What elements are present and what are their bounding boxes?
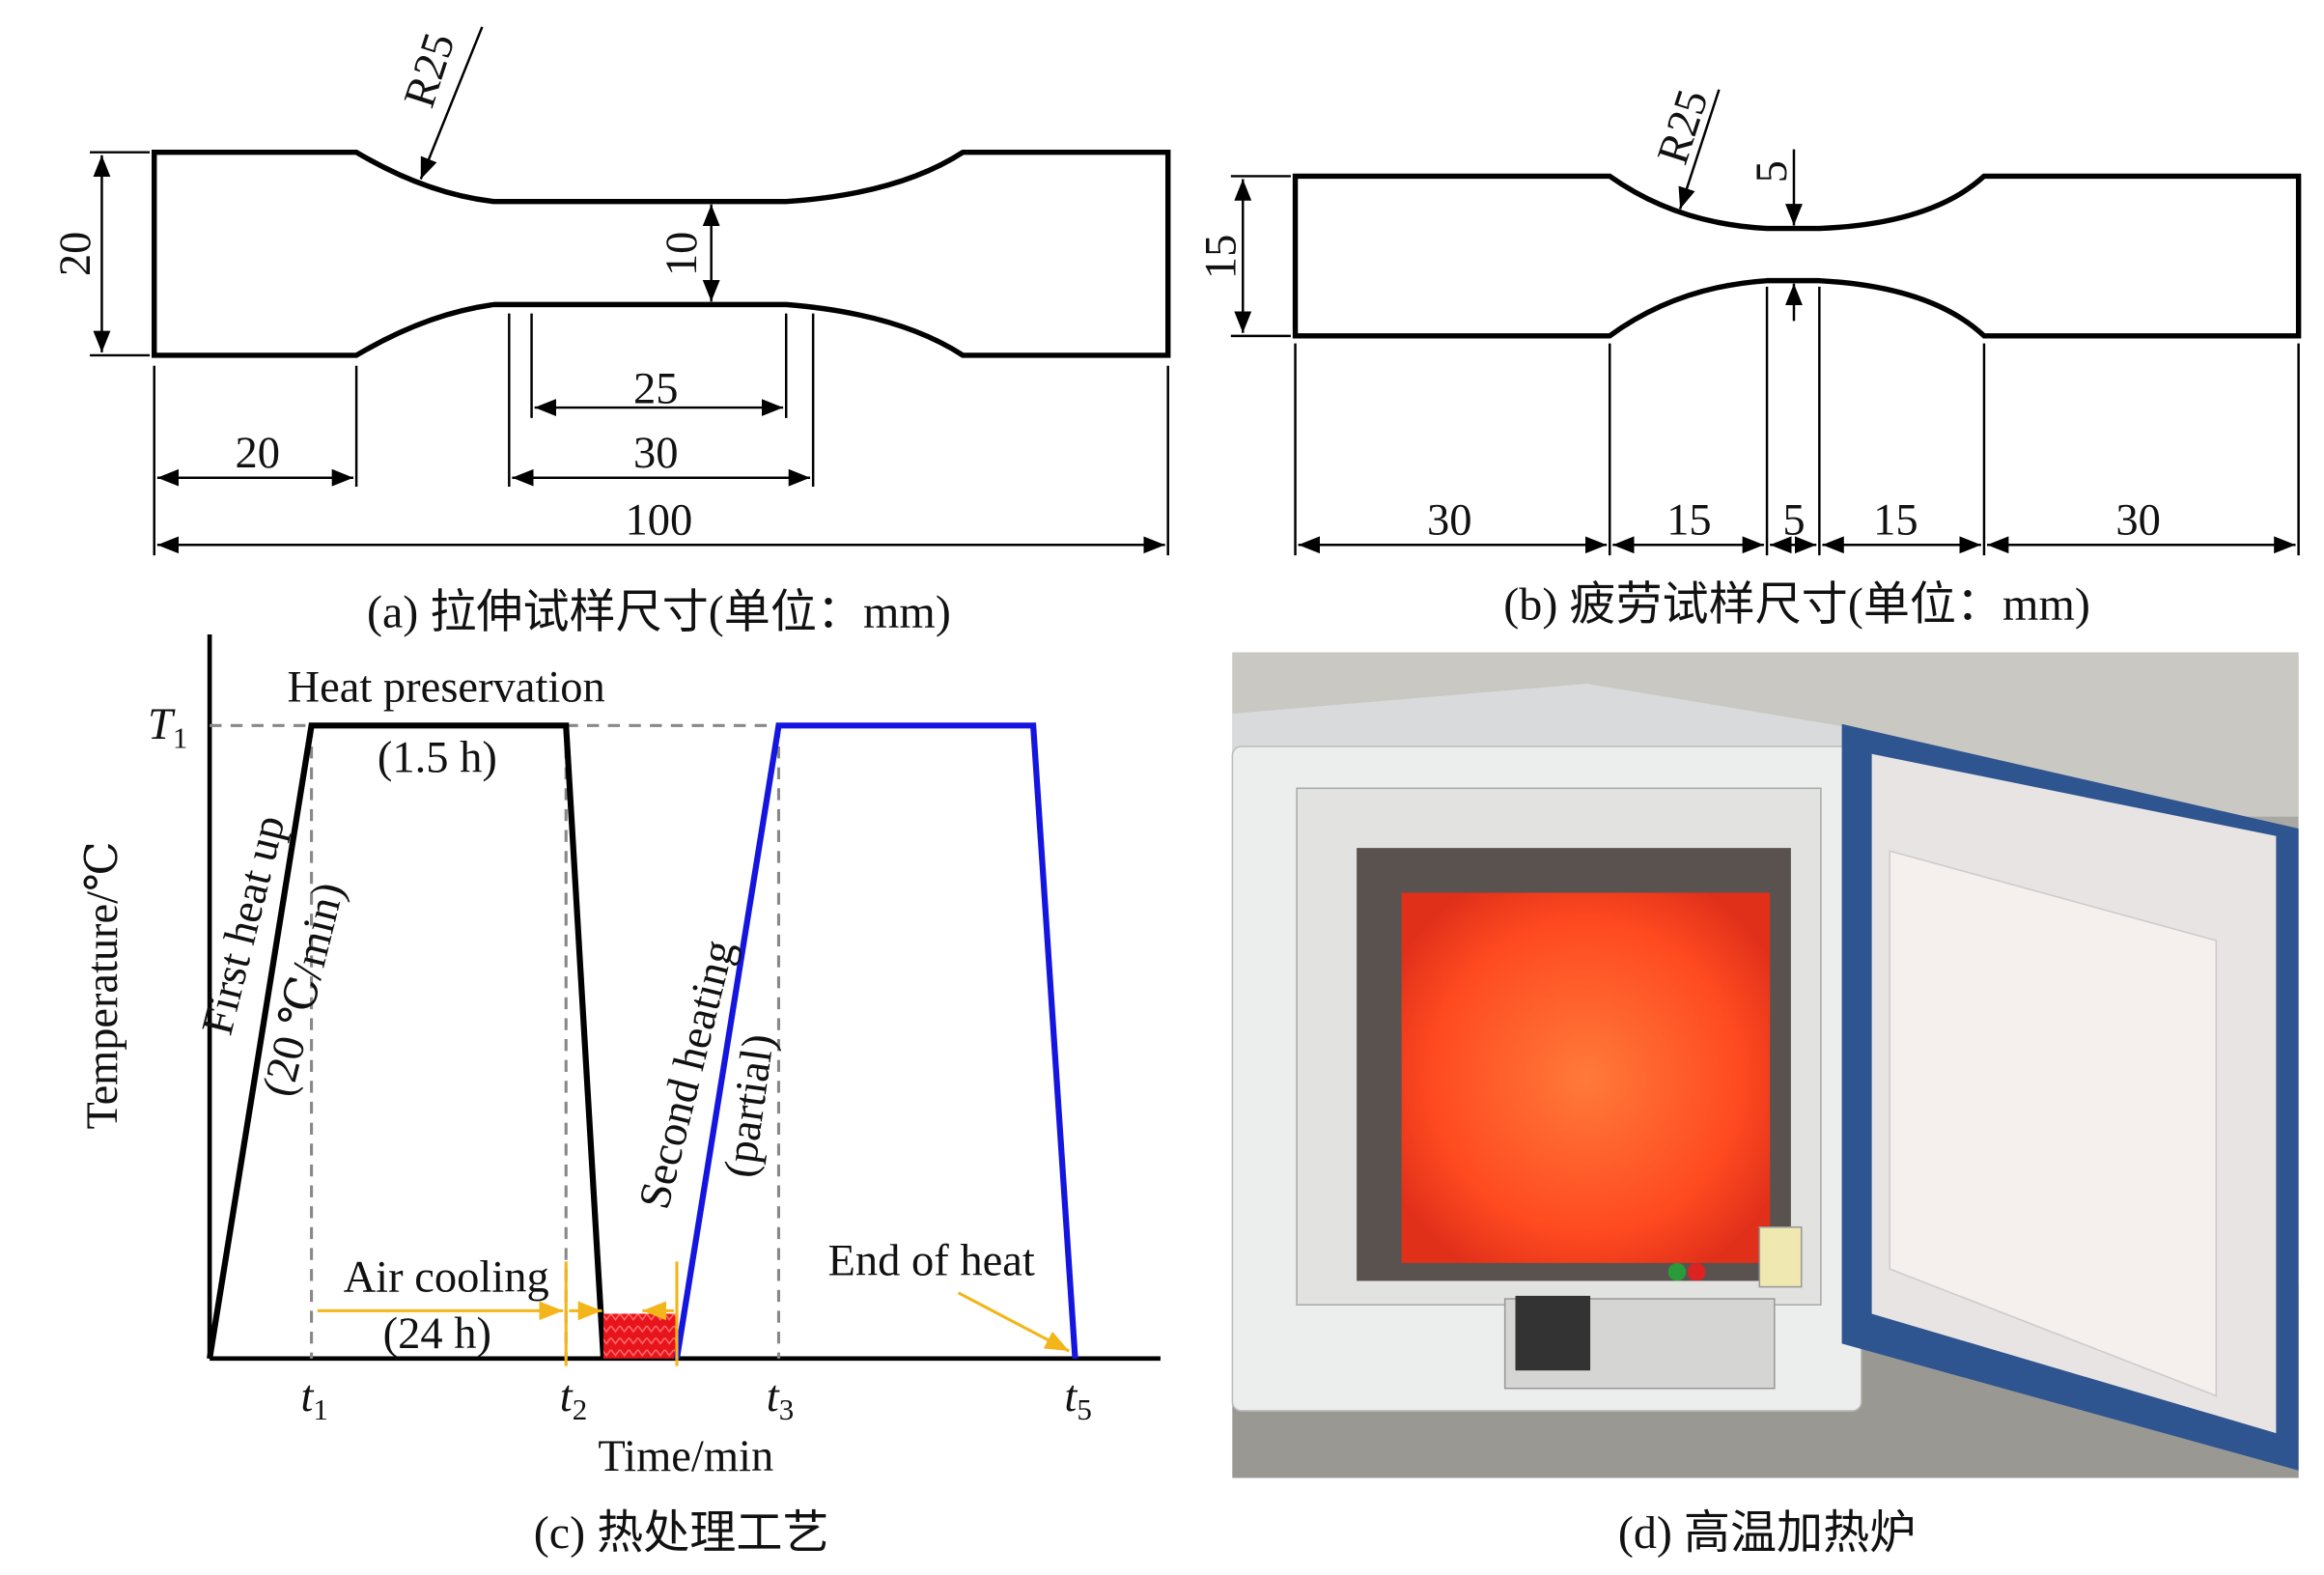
- time-label: t2: [560, 1372, 587, 1426]
- caption: (d) 高温加热炉: [1618, 1507, 1916, 1559]
- caption: (c) 热处理工艺: [534, 1507, 829, 1559]
- caption: (b) 疲劳试样尺寸(单位：mm): [1503, 579, 2090, 631]
- heating-chamber: [1401, 892, 1771, 1263]
- annotation: Air cooling: [344, 1252, 549, 1302]
- dim-label: 100: [626, 496, 693, 546]
- dim-label: 15: [1873, 496, 1918, 546]
- dim-label: 30: [1427, 496, 1472, 546]
- door-insulation: [1889, 850, 2218, 1397]
- time-label: t5: [1064, 1372, 1091, 1426]
- annotation: Heat preservation: [288, 663, 605, 713]
- level-label: T1: [148, 700, 187, 754]
- subscript: 2: [573, 1392, 588, 1426]
- y-axis-label: Temperature/℃: [78, 841, 127, 1129]
- leader-line: [1678, 89, 1721, 210]
- dim-label: R25: [1648, 84, 1719, 170]
- dim-label: 5: [1748, 160, 1797, 183]
- subscript: 1: [313, 1392, 328, 1426]
- x-axis-label: Time/min: [598, 1432, 773, 1481]
- subscript: 5: [1077, 1392, 1092, 1426]
- annotation: (24 h): [383, 1309, 491, 1359]
- subscript: 3: [779, 1392, 795, 1426]
- first-cycle: [207, 722, 607, 1360]
- symbol: T: [148, 700, 176, 749]
- dim-label: 30: [633, 429, 679, 478]
- tensile-specimen-outline: [152, 149, 1171, 358]
- symbol: t: [300, 1372, 314, 1421]
- dim-label: 15: [1666, 496, 1712, 546]
- annotation: End of heat: [827, 1236, 1034, 1285]
- subscript: 1: [173, 721, 188, 755]
- button: [1687, 1262, 1706, 1281]
- symbol: t: [767, 1372, 780, 1421]
- dim-label: 30: [2115, 496, 2161, 546]
- symbol: t: [1064, 1372, 1078, 1421]
- extension-lines: [153, 313, 1169, 556]
- dim-label: 5: [1782, 496, 1805, 546]
- extension-lines: [1294, 286, 2300, 556]
- time-label: t1: [300, 1372, 327, 1426]
- button: [1667, 1262, 1687, 1281]
- symbol: t: [560, 1372, 574, 1421]
- panel-d: (d) 高温加热炉: [1231, 652, 2299, 1559]
- panel-a: 20 10 R25 25 30 20 100 (a) 拉伸试样尺寸(单位：mm): [51, 26, 1171, 637]
- dim-label: 10: [658, 232, 707, 276]
- caption: (a) 拉伸试样尺寸(单位：mm): [367, 586, 951, 637]
- panel-b: 15 5 R25 30 15 5 15 30 (b) 疲劳试样尺寸(单位：mm): [1196, 84, 2302, 631]
- label-sticker: [1758, 1226, 1803, 1288]
- leader-line: [419, 26, 484, 180]
- panel-c: T1 t1 t2 t3 t5 Time/min Temperature/℃ He…: [78, 634, 1161, 1559]
- dim-label: 25: [633, 364, 679, 413]
- second-cycle: [673, 722, 1078, 1360]
- dim-label: 15: [1196, 235, 1246, 279]
- pointer-arrow: [957, 1291, 1071, 1353]
- annotation: (1.5 h): [378, 733, 497, 782]
- dim-label: R25: [395, 27, 465, 113]
- cooled-zone: [603, 1313, 678, 1359]
- fatigue-specimen-outline: [1292, 173, 2302, 339]
- dim-label: 20: [235, 429, 280, 478]
- time-label: t3: [767, 1372, 794, 1426]
- dim-label: 20: [51, 232, 100, 276]
- controller: [1515, 1295, 1591, 1371]
